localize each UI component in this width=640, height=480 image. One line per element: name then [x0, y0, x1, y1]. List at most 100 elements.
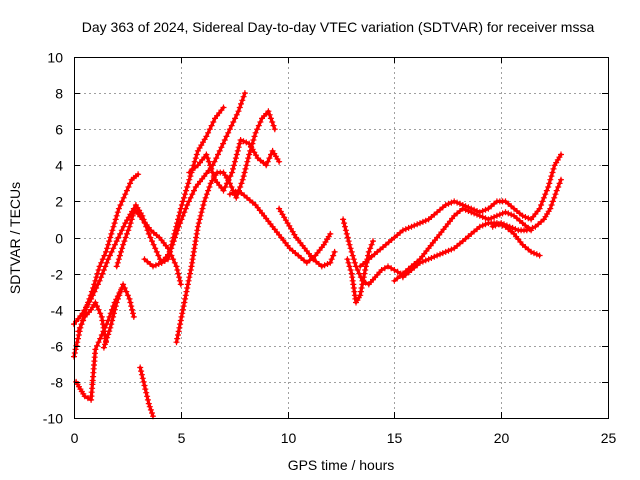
- data-point: [187, 173, 194, 180]
- data-point: [434, 252, 441, 259]
- data-point: [97, 335, 104, 342]
- data-point: [230, 165, 236, 172]
- data-point: [414, 221, 421, 228]
- data-point: [130, 209, 137, 216]
- series-prn-q: [399, 220, 543, 281]
- data-point: [113, 299, 120, 306]
- data-point: [218, 144, 225, 151]
- data-point: [529, 224, 536, 231]
- series-prn-k: [226, 187, 334, 266]
- series-prn-j: [186, 137, 283, 194]
- data-point: [89, 292, 96, 299]
- data-point: [508, 211, 515, 218]
- data-point: [213, 155, 220, 162]
- data-point: [509, 224, 516, 231]
- data-point: [195, 220, 202, 227]
- data-point: [205, 129, 212, 136]
- data-point: [216, 147, 223, 154]
- series-prn-r: [489, 176, 564, 234]
- data-point: [228, 122, 235, 129]
- data-point: [431, 253, 438, 260]
- data-point: [105, 241, 112, 248]
- data-point: [437, 251, 443, 258]
- data-point: [349, 252, 356, 259]
- data-point: [360, 277, 367, 284]
- series-prn-d: [75, 299, 109, 346]
- data-point: [184, 285, 191, 291]
- data-point: [78, 321, 85, 328]
- data-point: [221, 137, 228, 143]
- data-point: [157, 256, 163, 263]
- data-point: [356, 270, 363, 277]
- data-point: [549, 169, 556, 176]
- data-point: [237, 184, 244, 190]
- data-point: [181, 299, 188, 306]
- data-point: [411, 222, 418, 229]
- data-point: [417, 259, 423, 266]
- data-point: [257, 119, 264, 125]
- data-point: [462, 206, 469, 213]
- data-point: [327, 230, 334, 237]
- series-prn-c: [71, 205, 184, 328]
- data-point: [250, 137, 257, 143]
- data-point: [345, 259, 352, 266]
- data-point: [139, 375, 146, 382]
- data-point: [240, 173, 247, 180]
- data-point: [177, 281, 184, 288]
- data-point: [115, 295, 121, 302]
- data-point: [327, 259, 334, 266]
- data-point: [522, 214, 529, 220]
- data-point: [344, 234, 351, 241]
- data-point: [74, 339, 81, 346]
- data-point: [241, 169, 248, 176]
- data-point: [238, 180, 245, 187]
- data-point: [533, 251, 540, 258]
- data-point: [365, 248, 372, 255]
- data-point: [505, 210, 512, 217]
- data-point: [210, 119, 217, 125]
- data-point: [264, 158, 271, 165]
- data-point: [233, 151, 240, 158]
- data-point: [138, 371, 145, 378]
- data-point: [116, 292, 123, 299]
- data-point: [144, 396, 151, 403]
- data-point: [207, 162, 214, 169]
- data-point: [388, 265, 395, 272]
- data-point: [203, 151, 210, 158]
- data-point: [91, 288, 98, 295]
- data-point: [206, 184, 213, 190]
- data-point: [173, 230, 180, 237]
- data-point: [405, 224, 412, 231]
- data-point: [197, 212, 204, 219]
- data-point: [139, 212, 146, 219]
- y-tick-label: -6: [51, 339, 64, 355]
- data-point: [121, 238, 128, 245]
- data-point: [205, 187, 212, 194]
- data-point: [551, 194, 558, 201]
- data-point: [346, 241, 353, 248]
- data-point: [88, 295, 95, 302]
- data-point: [102, 263, 109, 270]
- data-point: [175, 332, 181, 338]
- data-point: [127, 220, 134, 227]
- data-point: [536, 252, 543, 259]
- series-track: [277, 207, 337, 268]
- data-point: [208, 165, 215, 172]
- data-point: [231, 162, 237, 169]
- data-point: [276, 158, 283, 165]
- data-point: [498, 220, 505, 227]
- data-point: [120, 241, 127, 248]
- data-point: [173, 263, 180, 270]
- data-point: [183, 187, 190, 194]
- data-point: [474, 211, 480, 218]
- data-point: [357, 288, 364, 295]
- data-point: [97, 310, 104, 317]
- data-point: [402, 226, 409, 233]
- data-point: [220, 140, 227, 147]
- x-tick-label: 5: [178, 430, 186, 446]
- data-point: [321, 262, 328, 269]
- data-point: [269, 119, 276, 125]
- data-point: [425, 256, 432, 263]
- data-point: [240, 138, 247, 145]
- data-point: [185, 180, 192, 187]
